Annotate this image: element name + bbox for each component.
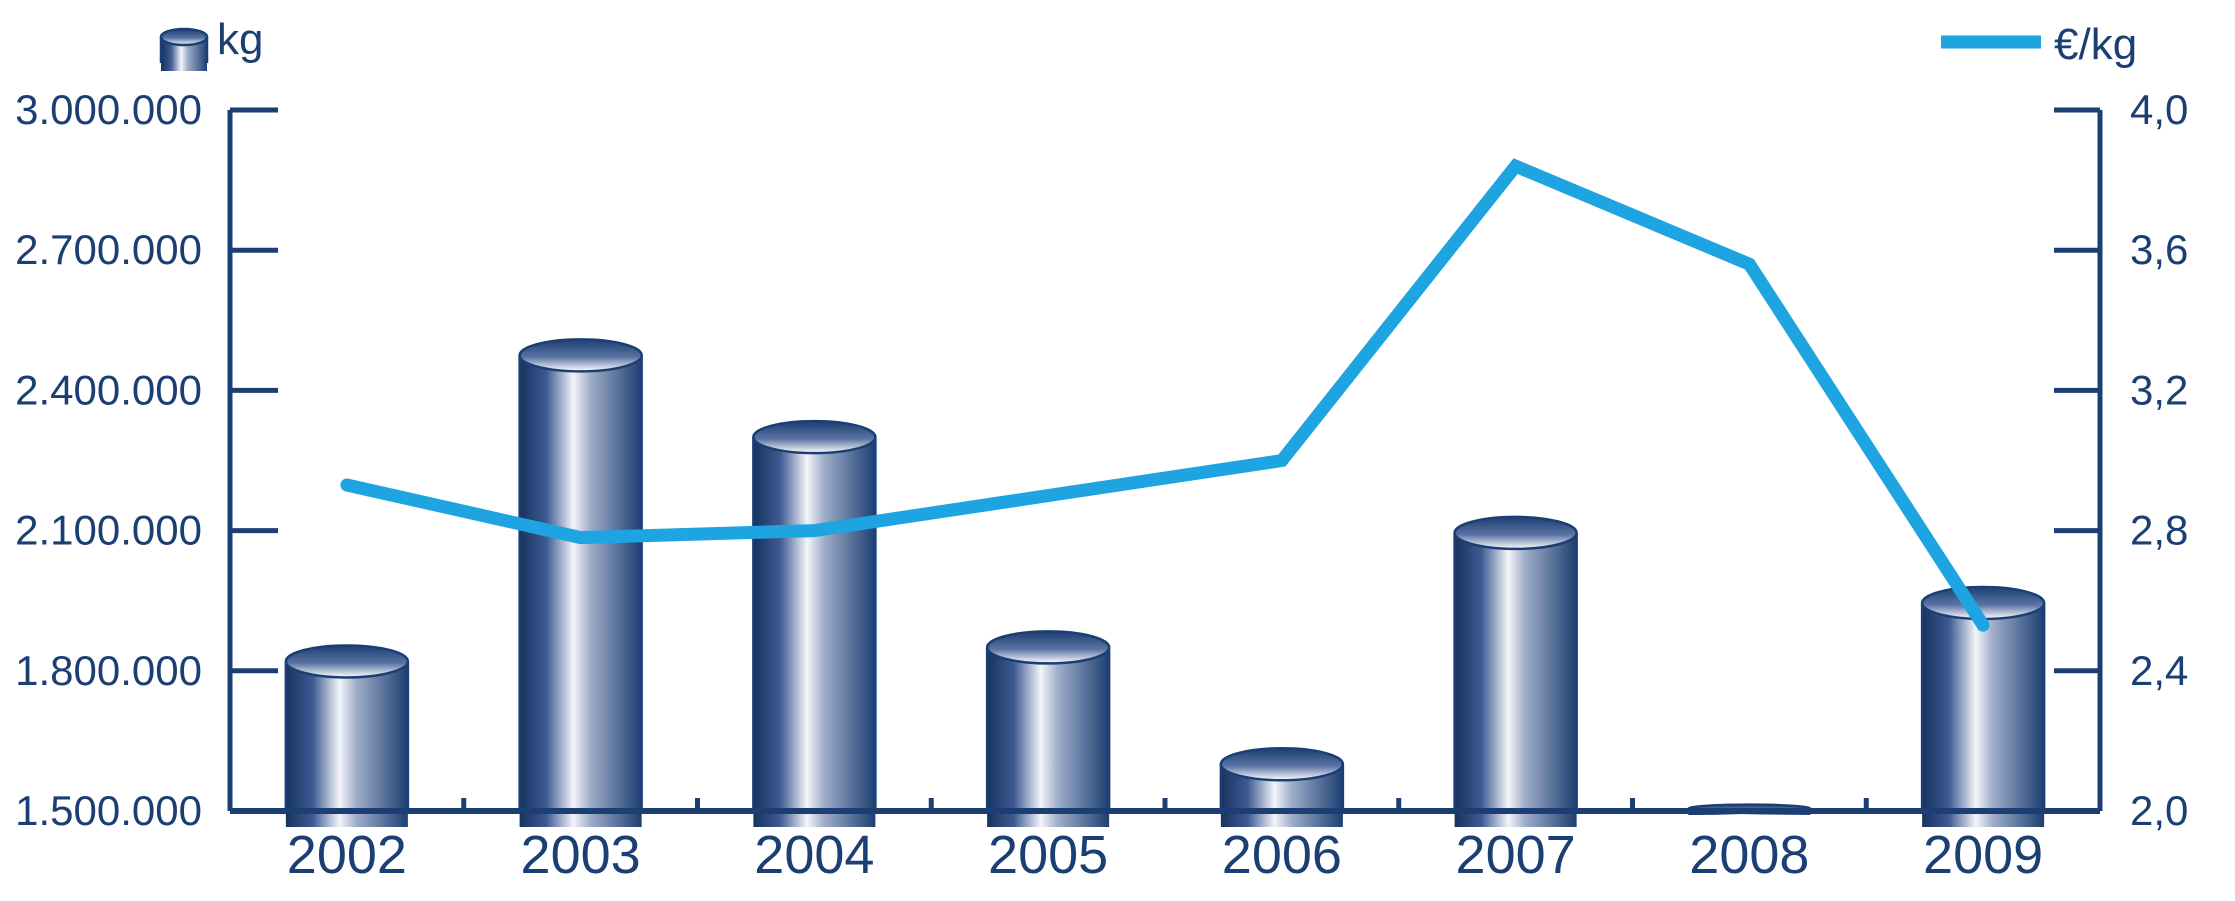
svg-text:3,2: 3,2 xyxy=(2130,366,2188,413)
svg-text:2007: 2007 xyxy=(1456,825,1576,885)
svg-text:2.100.000: 2.100.000 xyxy=(15,507,202,554)
svg-text:2.400.000: 2.400.000 xyxy=(15,366,202,413)
svg-text:2009: 2009 xyxy=(1923,825,2043,885)
svg-text:2004: 2004 xyxy=(754,825,874,885)
svg-text:2,0: 2,0 xyxy=(2130,787,2188,834)
svg-text:2006: 2006 xyxy=(1222,825,1342,885)
svg-text:2.700.000: 2.700.000 xyxy=(15,226,202,273)
svg-text:3,6: 3,6 xyxy=(2130,226,2188,273)
svg-text:2002: 2002 xyxy=(287,825,407,885)
svg-text:4,0: 4,0 xyxy=(2130,86,2188,133)
svg-text:3.000.000: 3.000.000 xyxy=(15,86,202,133)
svg-text:1.500.000: 1.500.000 xyxy=(15,787,202,834)
svg-text:2,4: 2,4 xyxy=(2130,647,2188,694)
svg-text:1.800.000: 1.800.000 xyxy=(15,647,202,694)
svg-text:kg: kg xyxy=(217,15,263,64)
svg-text:€/kg: €/kg xyxy=(2054,20,2137,69)
svg-text:2005: 2005 xyxy=(988,825,1108,885)
svg-text:2,8: 2,8 xyxy=(2130,507,2188,554)
svg-text:2003: 2003 xyxy=(521,825,641,885)
svg-text:2008: 2008 xyxy=(1689,825,1809,885)
